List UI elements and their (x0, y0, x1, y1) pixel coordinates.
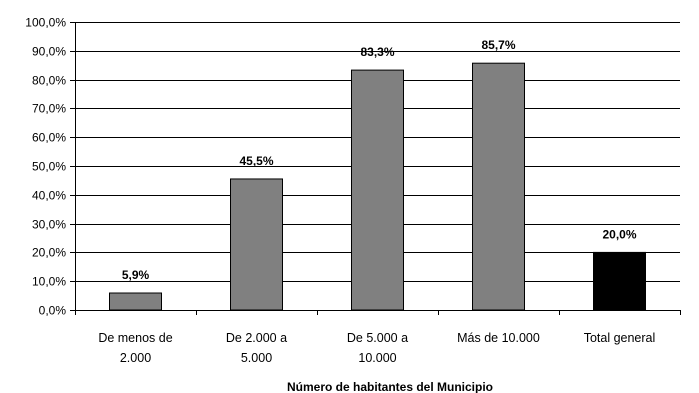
y-tick-label: 50,0% (32, 160, 66, 174)
axes (75, 22, 681, 315)
y-axis-tick-labels: 0,0% 10,0% 20,0% 30,0% 40,0% 50,0% 60,0% 70,0% 8… (25, 16, 66, 318)
y-tick-label: 0,0% (39, 304, 67, 318)
bar (109, 292, 162, 311)
x-category-label: 5.000 (241, 351, 272, 365)
data-labels: 5,9% 45,5% 83,3% 85,7% 20,0% (122, 38, 637, 282)
x-axis-category-labels: De menos de 2.000 De 2.000 a 5.000 De 5.000 … (98, 331, 655, 365)
bar (230, 178, 283, 311)
data-label: 20,0% (602, 227, 636, 241)
x-category-label: De menos de (98, 331, 172, 345)
data-label: 5,9% (122, 268, 150, 282)
y-tick-label: 40,0% (32, 189, 66, 203)
y-tick-label: 30,0% (32, 218, 66, 232)
y-tick-label: 70,0% (32, 102, 66, 116)
x-category-label: De 5.000 a (347, 331, 408, 345)
bar (351, 69, 404, 311)
y-tick-label: 80,0% (32, 74, 66, 88)
y-tick-label: 20,0% (32, 246, 66, 260)
x-category-label: 2.000 (120, 351, 151, 365)
y-tick-label: 100,0% (25, 16, 66, 30)
y-tick-label: 60,0% (32, 131, 66, 145)
x-category-label: 10.000 (358, 351, 396, 365)
bar (593, 251, 646, 311)
bars (109, 62, 646, 311)
y-tick-label: 90,0% (32, 45, 66, 59)
y-tick-label: 10,0% (32, 275, 66, 289)
bar (472, 62, 525, 311)
x-category-label: Total general (584, 331, 656, 345)
data-label: 45,5% (239, 154, 273, 168)
data-label: 85,7% (481, 38, 515, 52)
x-category-label: De 2.000 a (226, 331, 287, 345)
x-axis-title: Número de habitantes del Municipio (287, 380, 493, 393)
data-label: 83,3% (360, 45, 394, 59)
x-category-label: Más de 10.000 (457, 331, 540, 345)
